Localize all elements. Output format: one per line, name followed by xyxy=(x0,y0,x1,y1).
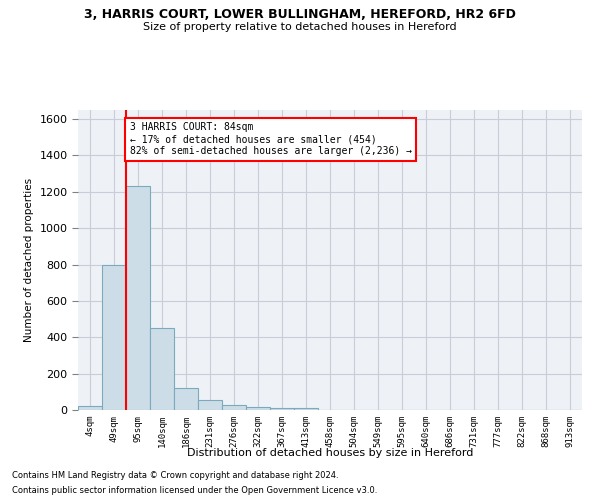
Bar xyxy=(174,388,198,410)
Text: 3, HARRIS COURT, LOWER BULLINGHAM, HEREFORD, HR2 6FD: 3, HARRIS COURT, LOWER BULLINGHAM, HEREF… xyxy=(84,8,516,20)
Bar xyxy=(246,406,270,410)
Y-axis label: Number of detached properties: Number of detached properties xyxy=(24,178,34,342)
Bar xyxy=(270,408,294,410)
Text: 3 HARRIS COURT: 84sqm
← 17% of detached houses are smaller (454)
82% of semi-det: 3 HARRIS COURT: 84sqm ← 17% of detached … xyxy=(130,122,412,156)
Text: Distribution of detached houses by size in Hereford: Distribution of detached houses by size … xyxy=(187,448,473,458)
Bar xyxy=(294,408,318,410)
Bar xyxy=(150,328,174,410)
Bar xyxy=(222,406,246,410)
Bar xyxy=(198,400,222,410)
Bar xyxy=(78,406,102,410)
Bar xyxy=(102,264,126,410)
Text: Size of property relative to detached houses in Hereford: Size of property relative to detached ho… xyxy=(143,22,457,32)
Text: Contains public sector information licensed under the Open Government Licence v3: Contains public sector information licen… xyxy=(12,486,377,495)
Bar xyxy=(126,186,150,410)
Text: Contains HM Land Registry data © Crown copyright and database right 2024.: Contains HM Land Registry data © Crown c… xyxy=(12,471,338,480)
